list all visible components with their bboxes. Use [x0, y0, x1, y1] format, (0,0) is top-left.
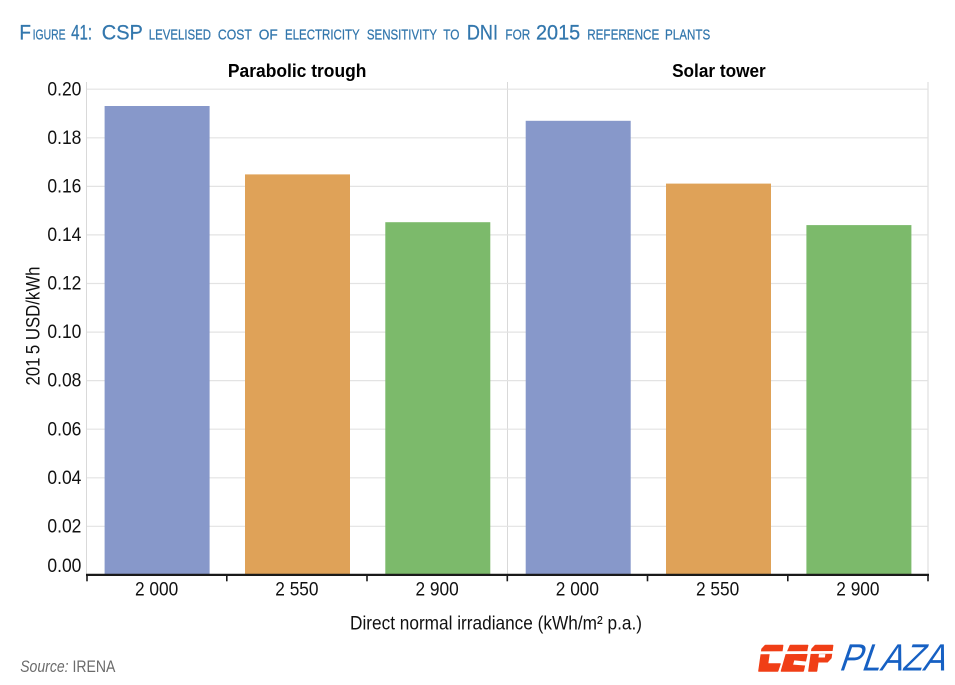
svg-text:0.12: 0.12 — [47, 273, 81, 295]
svg-text:0.00: 0.00 — [47, 555, 81, 577]
svg-text:Solar tower: Solar tower — [672, 61, 766, 81]
svg-text:DNI: DNI — [467, 20, 498, 44]
svg-text:2 900: 2 900 — [416, 579, 459, 601]
svg-text:2 550: 2 550 — [696, 579, 739, 601]
svg-text:0.02: 0.02 — [47, 515, 81, 537]
svg-text:2 000: 2 000 — [556, 579, 599, 601]
svg-text:2 550: 2 550 — [275, 579, 318, 601]
svg-text:IGURE: IGURE — [33, 27, 66, 43]
svg-text:2 000: 2 000 — [135, 579, 178, 601]
svg-text:0.04: 0.04 — [47, 467, 81, 489]
svg-text:0.14: 0.14 — [47, 224, 81, 246]
svg-text:0.16: 0.16 — [47, 176, 81, 198]
svg-text:Source: IRENA: Source: IRENA — [20, 658, 115, 676]
svg-text:0.10: 0.10 — [47, 321, 81, 343]
svg-text:2 900: 2 900 — [836, 579, 879, 601]
svg-text:0.18: 0.18 — [47, 127, 81, 149]
svg-text:Parabolic trough: Parabolic trough — [228, 61, 367, 81]
svg-text:F: F — [19, 20, 31, 44]
svg-text:Direct normal irradiance (kWh/: Direct normal irradiance (kWh/m² p.a.) — [350, 612, 642, 634]
svg-text:FOR: FOR — [505, 27, 530, 43]
svg-text:COST: COST — [218, 27, 252, 43]
svg-text:PLANTS: PLANTS — [665, 27, 710, 43]
svg-text:201 5 USD/kWh: 201 5 USD/kWh — [23, 267, 45, 386]
svg-text:PLAZA: PLAZA — [835, 637, 955, 679]
svg-text:OF: OF — [259, 27, 278, 43]
svg-text:0.20: 0.20 — [47, 79, 81, 101]
svg-text:CSP: CSP — [102, 20, 143, 44]
svg-text:TO: TO — [443, 27, 459, 43]
svg-text:0.06: 0.06 — [47, 418, 81, 440]
svg-text:41:: 41: — [71, 20, 92, 44]
svg-text:REFERENCE: REFERENCE — [587, 27, 659, 43]
svg-text:SENSITIVITY: SENSITIVITY — [367, 27, 437, 43]
svg-text:2015: 2015 — [536, 20, 580, 44]
svg-text:LEVELISED: LEVELISED — [149, 27, 211, 43]
svg-text:ELECTRICITY: ELECTRICITY — [285, 27, 360, 43]
svg-text:0.08: 0.08 — [47, 370, 81, 392]
